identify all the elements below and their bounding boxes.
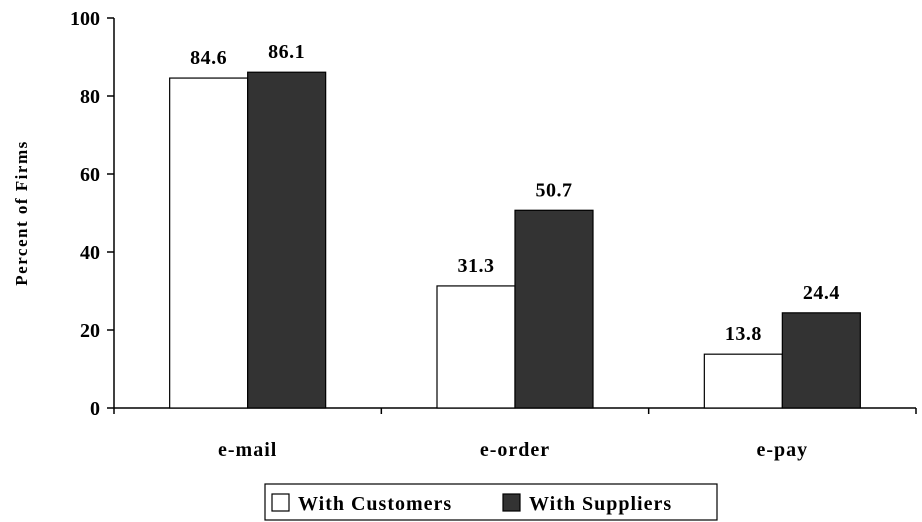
legend-swatch <box>502 493 521 512</box>
bar <box>436 285 516 409</box>
legend: With Customers With Suppliers <box>264 483 718 521</box>
data-label: 84.6 <box>190 47 227 69</box>
y-tick-label: 40 <box>80 242 100 264</box>
legend-swatch <box>271 493 290 512</box>
x-category-label: e-mail <box>218 439 277 461</box>
bar <box>781 312 861 409</box>
data-label: 50.7 <box>536 179 573 201</box>
y-tick-label: 100 <box>70 8 100 30</box>
plot-area: 0 20 40 60 80 100 84.6 86.1 e-mail 31.3 50.7 e-orde… <box>12 8 917 461</box>
legend-box <box>264 483 718 521</box>
y-tick-label: 0 <box>90 398 100 420</box>
bar <box>514 209 594 409</box>
bar <box>703 353 783 409</box>
legend-label: With Suppliers <box>529 493 672 515</box>
y-axis-title: Percent of Firms <box>12 140 31 285</box>
data-label: 86.1 <box>268 41 305 63</box>
data-label: 13.8 <box>725 323 762 345</box>
data-label: 31.3 <box>458 255 495 277</box>
x-category-label: e-order <box>480 439 550 461</box>
data-label: 24.4 <box>803 282 840 304</box>
legend-label: With Customers <box>298 493 452 515</box>
y-tick-label: 80 <box>80 86 100 108</box>
y-tick-label: 60 <box>80 164 100 186</box>
x-category-label: e-pay <box>756 439 808 461</box>
bar <box>247 71 327 409</box>
y-tick-label: 20 <box>80 320 100 342</box>
bar <box>169 77 249 409</box>
